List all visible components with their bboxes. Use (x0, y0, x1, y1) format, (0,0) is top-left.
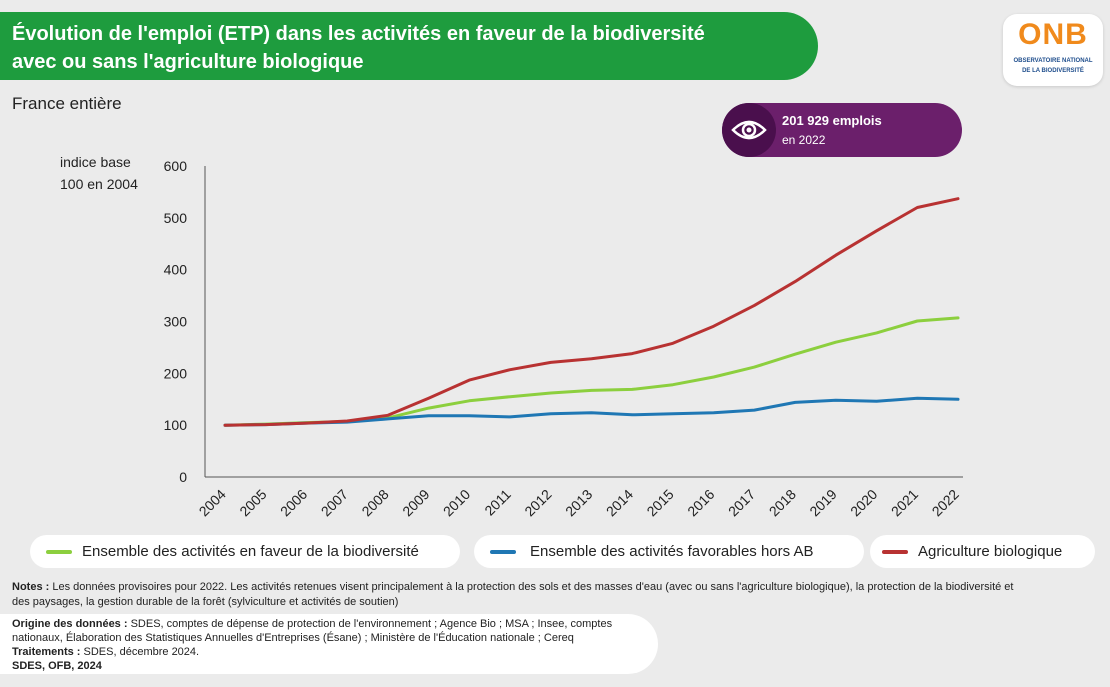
treatment-label: Traitements : (12, 646, 81, 658)
logo-line-1: OBSERVATOIRE NATIONAL (1013, 58, 1093, 64)
x-tick-label: 2010 (440, 486, 473, 519)
x-tick-label: 2018 (766, 486, 799, 519)
y-tick-label: 200 (164, 365, 188, 381)
callout-value: 201 929 emplois (782, 113, 882, 128)
notes: Notes : Les données provisoires pour 202… (12, 580, 1102, 610)
x-tick-label: 2012 (521, 486, 554, 519)
notes-label: Notes : (12, 581, 50, 593)
x-tick-label: 2006 (277, 486, 310, 519)
source-box: Origine des données : SDES, comptes de d… (0, 614, 658, 674)
x-tick-label: 2013 (562, 486, 595, 519)
x-tick-label: 2021 (888, 486, 921, 519)
notes-line-1: Notes : Les données provisoires pour 202… (12, 580, 1102, 595)
y-tick-label: 0 (179, 469, 187, 485)
legend-item-biodiversite: Ensemble des activités en faveur de la b… (30, 535, 460, 568)
callout-sub: en 2022 (782, 133, 826, 147)
legend-swatch-red (882, 550, 908, 554)
x-tick-label: 2020 (847, 486, 880, 519)
chart-title: Évolution de l'emploi (ETP) dans les act… (12, 20, 802, 76)
onb-logo: ONB OBSERVATOIRE NATIONAL DE LA BIODIVER… (1003, 14, 1103, 86)
series-line (223, 197, 960, 427)
y-tick-label: 600 (164, 158, 188, 174)
x-tick-label: 2004 (196, 486, 229, 519)
logo-line-2: DE LA BIODIVERSITÉ (1022, 68, 1084, 74)
x-tick-label: 2007 (318, 486, 351, 519)
treatment-line: Traitements : SDES, décembre 2024. (12, 646, 199, 658)
legend-label: Agriculture biologique (918, 543, 1063, 560)
series-line (223, 316, 960, 427)
y-tick-label: 400 (164, 262, 188, 278)
y-tick-label: 100 (164, 417, 188, 433)
source-text-1: SDES, comptes de dépense de protection d… (127, 618, 613, 630)
legend-item-agriculture-bio: Agriculture biologique (870, 535, 1095, 568)
x-tick-label: 2014 (603, 486, 636, 519)
x-tick-label: 2008 (358, 486, 391, 519)
treatment-text: SDES, décembre 2024. (80, 646, 200, 658)
x-tick-label: 2015 (643, 486, 676, 519)
x-tick-label: 2019 (806, 486, 839, 519)
callout-badge: 201 929 emplois en 2022 (722, 103, 962, 157)
y-axis-label-line-2: 100 en 2004 (60, 176, 138, 192)
legend-label: Ensemble des activités en faveur de la b… (82, 543, 419, 560)
logo-word: ONB (1018, 18, 1088, 51)
y-tick-label: 500 (164, 210, 188, 226)
x-tick-label: 2022 (929, 486, 962, 519)
title-line-1: Évolution de l'emploi (ETP) dans les act… (12, 23, 705, 45)
y-axis-label-line-1: indice base (60, 154, 131, 170)
source-label: Origine des données : (12, 618, 128, 630)
credit: SDES, OFB, 2024 (12, 660, 102, 672)
legend-item-hors-ab: Ensemble des activités favorables hors A… (474, 535, 864, 568)
notes-line-2: des paysages, la gestion durable de la f… (12, 596, 399, 608)
eye-icon (722, 103, 776, 157)
legend-swatch-green (46, 550, 72, 554)
legend-swatch-blue (490, 550, 516, 554)
legend-label: Ensemble des activités favorables hors A… (530, 543, 814, 560)
source-line-1: Origine des données : SDES, comptes de d… (12, 618, 612, 630)
y-tick-label: 300 (164, 314, 188, 330)
subtitle: France entière (12, 94, 122, 113)
x-tick-label: 2009 (399, 486, 432, 519)
x-tick-label: 2011 (481, 486, 514, 519)
x-tick-label: 2016 (684, 486, 717, 519)
notes-text-1: Les données provisoires pour 2022. Les a… (49, 581, 1014, 593)
x-tick-label: 2005 (236, 486, 269, 519)
title-banner: Évolution de l'emploi (ETP) dans les act… (0, 12, 818, 80)
title-line-2: avec ou sans l'agriculture biologique (12, 51, 364, 73)
x-tick-label: 2017 (725, 486, 758, 519)
source-line-2: nationaux, Élaboration des Statistiques … (12, 632, 574, 644)
